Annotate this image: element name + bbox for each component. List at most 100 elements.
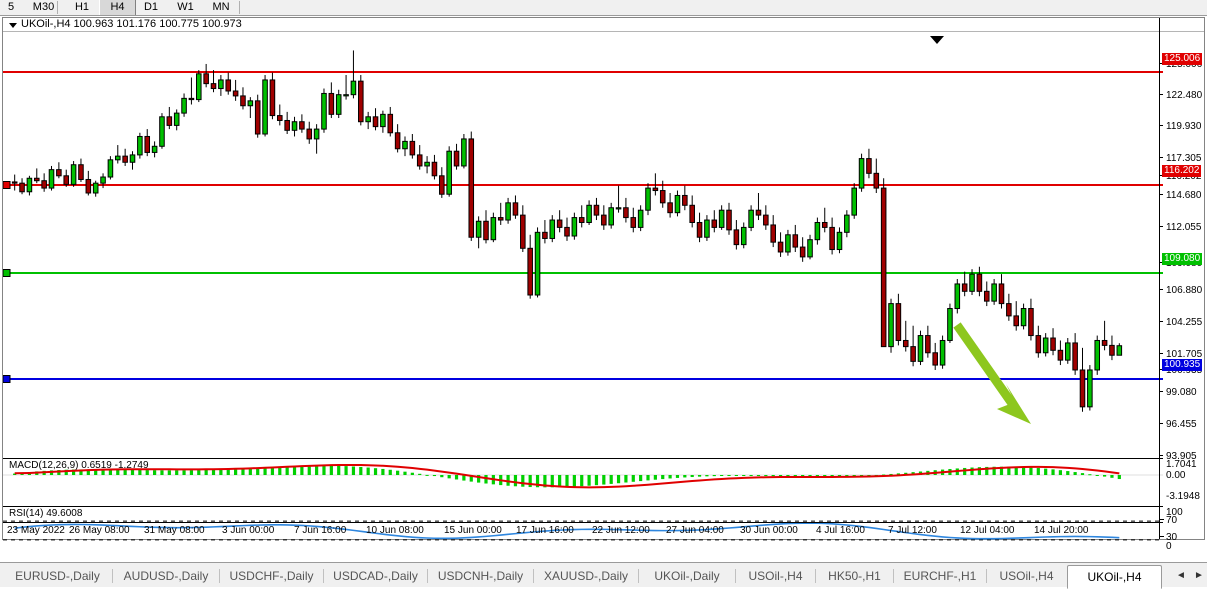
price-tick	[1160, 63, 1163, 64]
rsi-scale-label: 70	[1166, 515, 1178, 526]
tab-separator	[735, 569, 736, 583]
price-tick-label: 106.880	[1166, 285, 1203, 296]
date-tick-label: 23 May 2022	[7, 525, 65, 536]
price-tick	[1160, 125, 1163, 126]
rsi-scale-label: 30	[1166, 532, 1178, 543]
price-tick	[1160, 94, 1163, 95]
date-tick-label: 4 Jul 16:00	[816, 525, 865, 536]
timeframe-d1[interactable]: D1	[143, 1, 159, 13]
price-tick-label: 104.255	[1166, 317, 1203, 328]
rsi-level-tick	[1160, 519, 1164, 520]
rsi-series	[3, 520, 1163, 541]
price-badge-125-006[interactable]: 125.006	[1162, 53, 1203, 65]
price-tick-label: 99.080	[1166, 387, 1197, 398]
price-pane[interactable]	[3, 32, 1163, 456]
tab-separator	[638, 569, 639, 583]
price-tick	[1160, 423, 1163, 424]
price-tick-label: 114.680	[1166, 190, 1202, 201]
tab-nav-next-icon[interactable]: ►	[1194, 570, 1204, 581]
date-tick-label: 22 Jun 12:00	[592, 525, 650, 536]
tab-separator	[427, 569, 428, 583]
timeframe-mn[interactable]: MN	[212, 1, 230, 13]
date-axis: 23 May 2022 26 May 08:00 31 May 08:00 3 Jun…	[3, 522, 1163, 539]
chart-title: UKOil-,H4 100.963 101.176 100.775 100.97…	[21, 18, 242, 30]
candlestick-series	[3, 50, 1163, 424]
macd-scale-label: -3.1948	[1166, 491, 1200, 502]
triangle-down-icon[interactable]	[9, 23, 17, 28]
bearish-arrow[interactable]	[953, 322, 1031, 424]
macd-series	[3, 463, 1163, 489]
timeframe-toolbar: 5 M30 H1 H4 D1 W1 MN	[0, 0, 1207, 16]
price-badge-116-202[interactable]: 116.202	[1162, 165, 1202, 177]
price-tick	[1160, 321, 1163, 322]
timeframe-m30[interactable]: M30	[32, 1, 55, 13]
date-tick-label: 3 Jun 00:00	[222, 525, 275, 536]
chart-tab-usdchfdaily[interactable]: USDCHF-,Daily	[229, 569, 314, 583]
tab-separator	[323, 569, 324, 583]
rsi-label: RSI(14) 49.6008	[9, 508, 83, 519]
triangle-down-marker-icon	[930, 36, 944, 44]
chart-tab-usdcaddaily[interactable]: USDCAD-,Daily	[333, 569, 418, 583]
tab-nav-prev-icon[interactable]: ◄	[1176, 570, 1186, 581]
chart-tab-usoilh4[interactable]: USOil-,H4	[748, 569, 803, 583]
tab-separator	[533, 569, 534, 583]
chart-window: UKOil-,H4 100.963 101.176 100.775 100.97…	[2, 17, 1205, 552]
timeframe-h4[interactable]: H4	[99, 0, 136, 15]
price-tick-label: 112.055	[1166, 222, 1202, 233]
toolbar-separator	[57, 1, 58, 14]
tab-separator	[112, 569, 113, 583]
price-badge-100-935[interactable]: 100.935	[1162, 359, 1203, 371]
chart-tab-ukoilh4[interactable]: UKOil-,H4	[1067, 565, 1162, 589]
timeframe-5[interactable]: 5	[7, 1, 15, 13]
timeframe-w1[interactable]: W1	[177, 1, 194, 13]
date-tick-label: 12 Jul 04:00	[960, 525, 1015, 536]
date-tick-label: 27 Jun 04:00	[666, 525, 724, 536]
price-tick	[1160, 194, 1163, 195]
rsi-scale-label: 100	[1166, 507, 1183, 518]
tab-separator	[893, 569, 894, 583]
macd-scale-label: 1.7041	[1166, 459, 1197, 470]
price-tick	[1160, 369, 1163, 370]
date-tick-label: 15 Jun 00:00	[444, 525, 502, 536]
price-tick	[1160, 175, 1163, 176]
macd-label: MACD(12,26,9) 0.6519 -1.2749	[9, 460, 149, 471]
date-tick-label: 7 Jul 12:00	[888, 525, 937, 536]
toolbar-separator	[239, 1, 240, 14]
tab-separator	[219, 569, 220, 583]
chart-tab-xauusddaily[interactable]: XAUUSD-,Daily	[543, 569, 628, 583]
chart-tab-hk50h1[interactable]: HK50-,H1	[828, 569, 881, 583]
price-tick-label: 93.905	[1166, 451, 1197, 462]
price-tick-label: 117.305	[1166, 153, 1202, 164]
price-tick-label: 119.930	[1166, 121, 1202, 132]
price-tick	[1160, 391, 1163, 392]
date-tick-label: 10 Jun 08:00	[366, 525, 424, 536]
date-tick-label: 14 Jul 20:00	[1034, 525, 1089, 536]
price-tick-label: 96.455	[1166, 419, 1197, 430]
macd-pane[interactable]: MACD(12,26,9) 0.6519 -1.2749	[3, 458, 1163, 507]
macd-scale-label: 0.00	[1166, 470, 1186, 481]
price-tick	[1160, 262, 1163, 263]
price-tick	[1160, 157, 1163, 158]
date-tick-label: 31 May 08:00	[144, 525, 205, 536]
chart-tab-audusddaily[interactable]: AUDUSD-,Daily	[123, 569, 209, 583]
rsi-pane[interactable]: RSI(14) 49.6008	[3, 506, 1163, 555]
price-tick	[1160, 226, 1163, 227]
price-axis[interactable]: 125.006 122.480 119.930 117.305116.202 114.6…	[1159, 18, 1204, 552]
tab-separator	[986, 569, 987, 583]
chart-tab-usoilh4[interactable]: USOil-,H4	[999, 569, 1054, 583]
price-tick	[1160, 455, 1163, 456]
chart-tab-ukoildaily[interactable]: UKOil-,Daily	[654, 569, 720, 583]
price-badge-109-080[interactable]: 109.080	[1162, 253, 1203, 265]
chart-tab-eurchfh1[interactable]: EURCHF-,H1	[903, 569, 977, 583]
rsi-level-tick	[1160, 536, 1164, 537]
timeframe-h1[interactable]: H1	[74, 1, 90, 13]
price-tick	[1160, 289, 1163, 290]
date-tick-label: 26 May 08:00	[69, 525, 130, 536]
date-tick-label: 30 Jun 00:00	[740, 525, 798, 536]
chart-tab-eurusddaily[interactable]: EURUSD-,Daily	[15, 569, 100, 583]
tab-separator	[815, 569, 816, 583]
price-tick-label: 122.480	[1166, 90, 1203, 101]
chart-tab-bar: EURUSD-,Daily AUDUSD-,Daily USDCHF-,Daily U…	[0, 562, 1207, 589]
chart-tab-usdcnhdaily[interactable]: USDCNH-,Daily	[437, 569, 524, 583]
price-tick	[1160, 353, 1163, 354]
